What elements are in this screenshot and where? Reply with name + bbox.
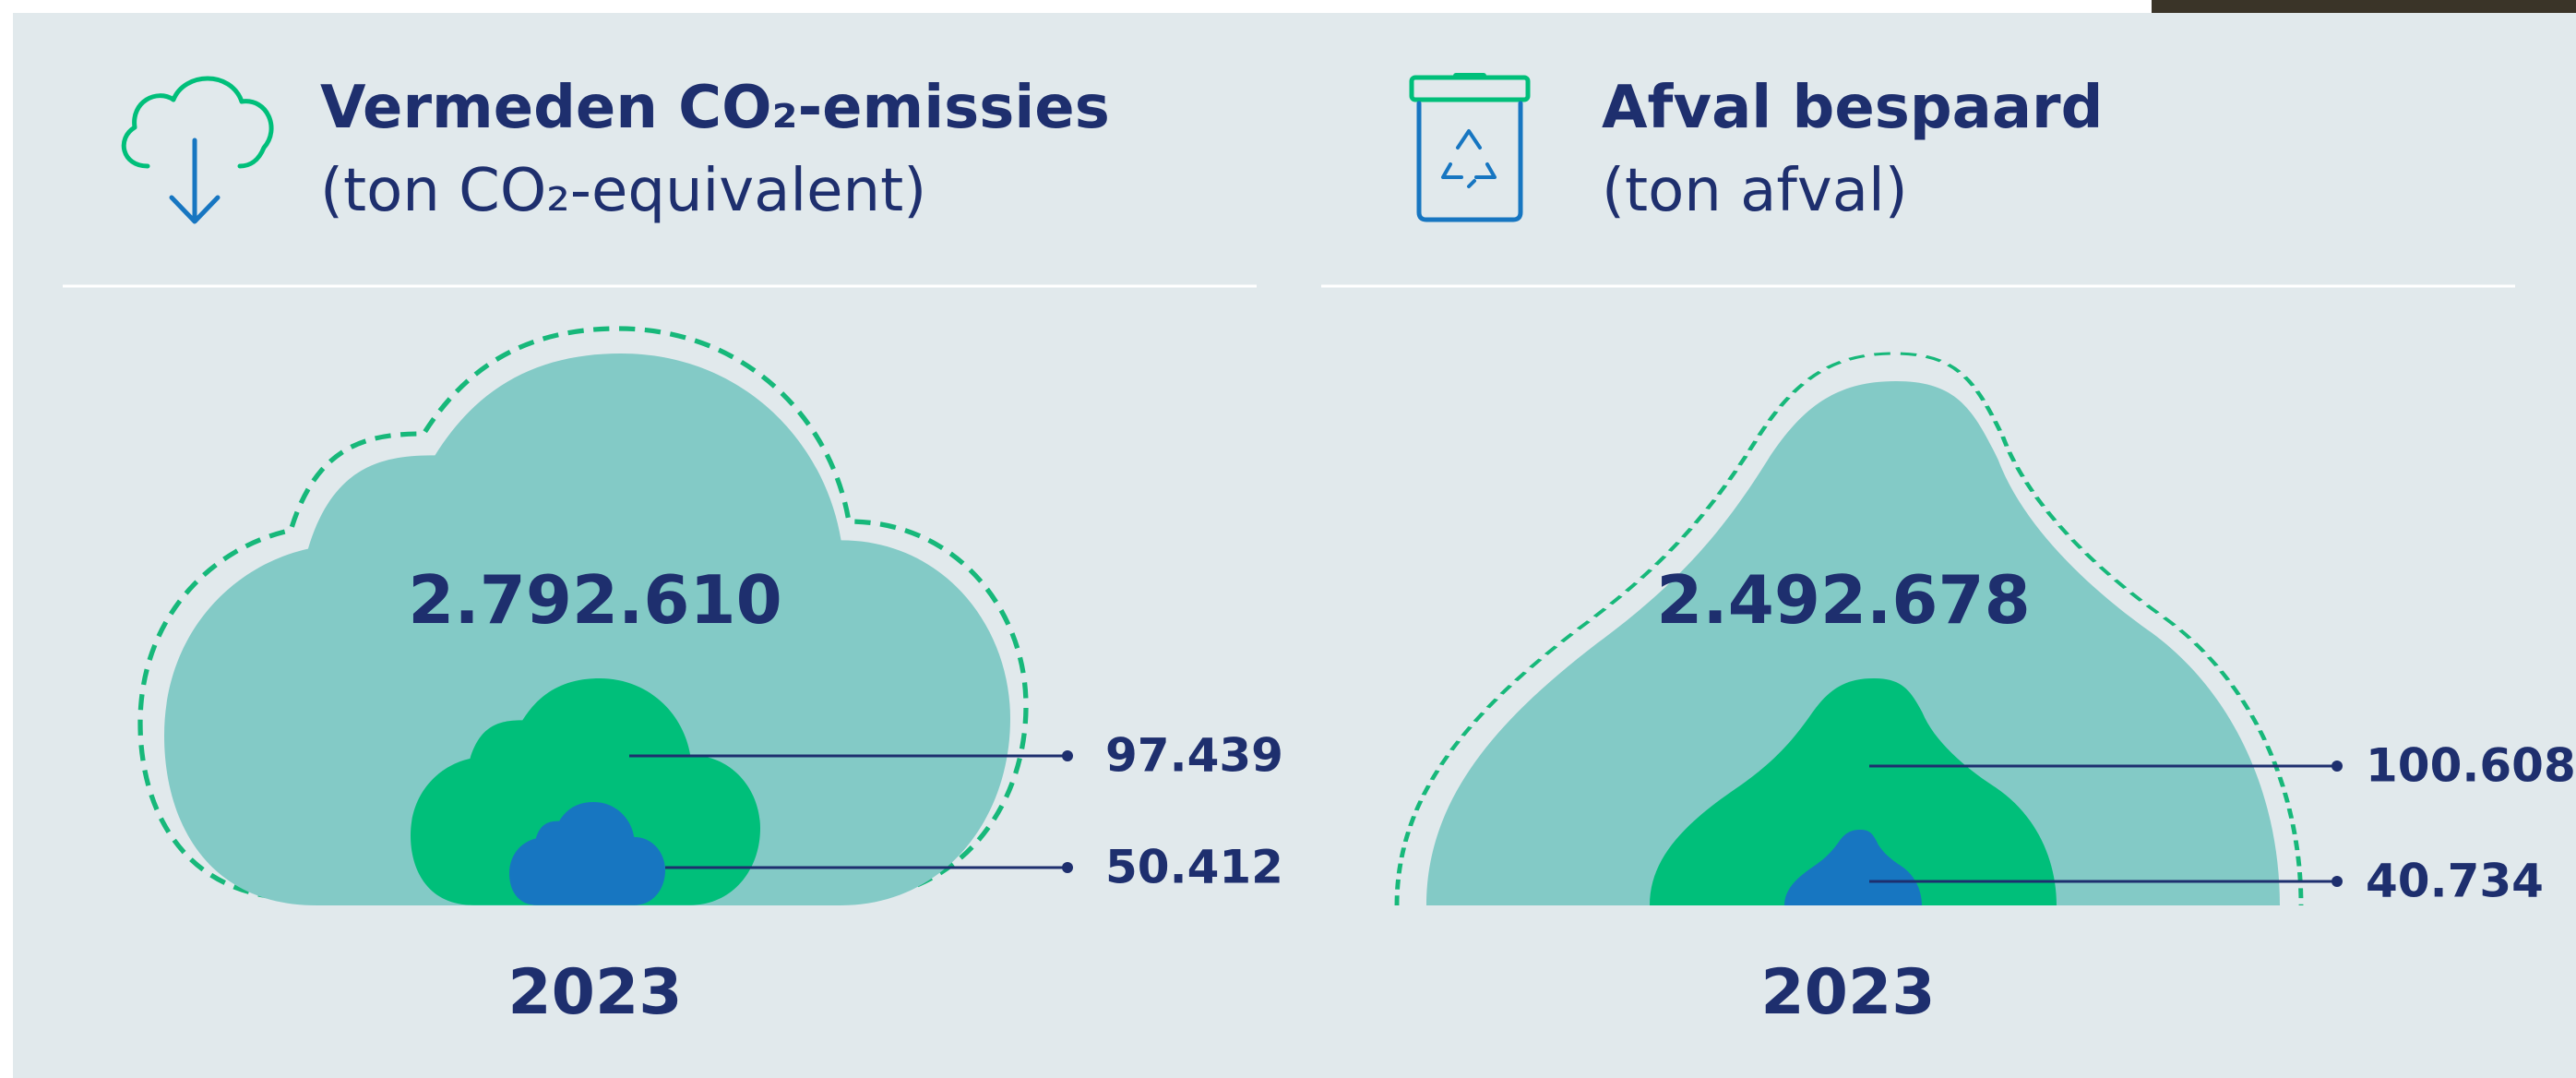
leader-dot [2332,876,2343,887]
year-label: 2023 [507,956,682,1029]
value-label: 40.734 [2366,855,2544,908]
total-value: 2.792.610 [408,561,781,639]
total-value: 2.492.678 [1656,561,2030,639]
leader-dot [1062,750,1073,761]
page: Vermeden CO₂-emissies (ton CO₂-equivalen… [0,0,2576,1078]
panel-title: Vermeden CO₂-emissies [320,74,1110,142]
leader-dot [2332,761,2343,772]
year-label: 2023 [1760,956,1935,1029]
leader-dot [1062,862,1073,873]
panel-subtitle: (ton CO₂-equivalent) [320,157,926,225]
infographic: Vermeden CO₂-emissies (ton CO₂-equivalen… [0,0,2576,1078]
value-label: 50.412 [1105,841,1283,894]
value-label: 100.608 [2366,739,2576,793]
photo-edge [2152,0,2576,13]
panel-subtitle: (ton afval) [1602,157,1908,225]
panel-title: Afval bespaard [1602,74,2103,142]
value-label: 97.439 [1105,729,1283,783]
